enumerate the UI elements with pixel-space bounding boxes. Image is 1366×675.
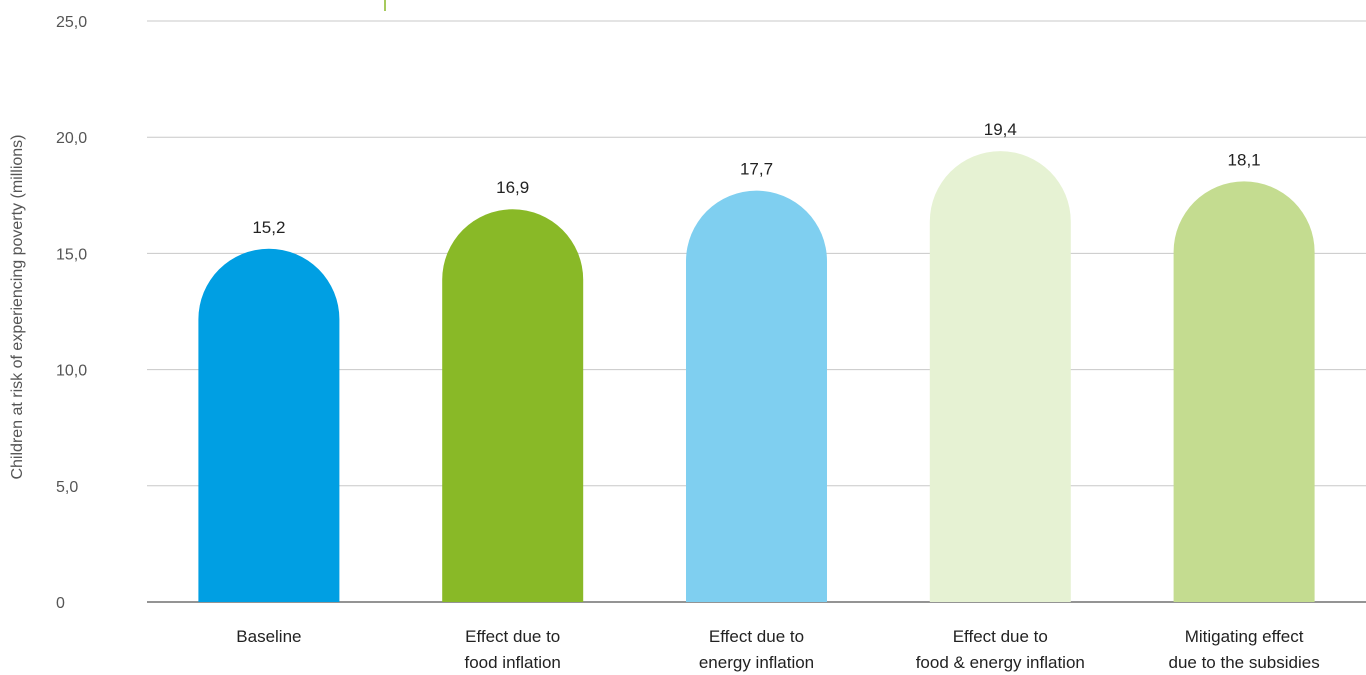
x-tick-label: Effect due to energy inflation	[699, 627, 814, 672]
bar	[198, 248, 340, 602]
data-label: 16,9	[496, 178, 529, 197]
data-label: 18,1	[1228, 150, 1261, 169]
x-tick-label: Baseline	[236, 627, 301, 646]
y-tick-label: 15,0	[56, 246, 87, 263]
x-tick-label: Effect due to food inflation	[464, 627, 560, 672]
x-tick-label: Mitigating effect due to the subsidies	[1168, 627, 1319, 672]
x-tick-label: Effect due to food & energy inflation	[916, 627, 1085, 672]
bar	[1173, 181, 1315, 602]
y-axis-title: Children at risk of experiencing poverty…	[9, 134, 26, 479]
data-label: 15,2	[252, 218, 285, 237]
data-label: 17,7	[740, 160, 773, 179]
data-label: 19,4	[984, 120, 1017, 139]
bar	[929, 151, 1071, 602]
y-tick-label: 25,0	[56, 14, 87, 31]
category-labels: Baseline Effect due to food inflation Effec…	[236, 627, 1319, 672]
y-tick-label: 20,0	[56, 130, 87, 147]
bar	[686, 190, 827, 602]
y-tick-label: 10,0	[56, 363, 87, 380]
value-labels: 15,2 16,9 17,7 19,4 18,1	[252, 120, 1260, 237]
bar	[442, 209, 584, 603]
y-tick-label: 0	[56, 595, 65, 612]
y-axis-tick-labels: 0 5,0 10,0 15,0 20,0 25,0	[56, 14, 87, 612]
y-tick-label: 5,0	[56, 479, 78, 496]
bars	[198, 151, 1315, 603]
